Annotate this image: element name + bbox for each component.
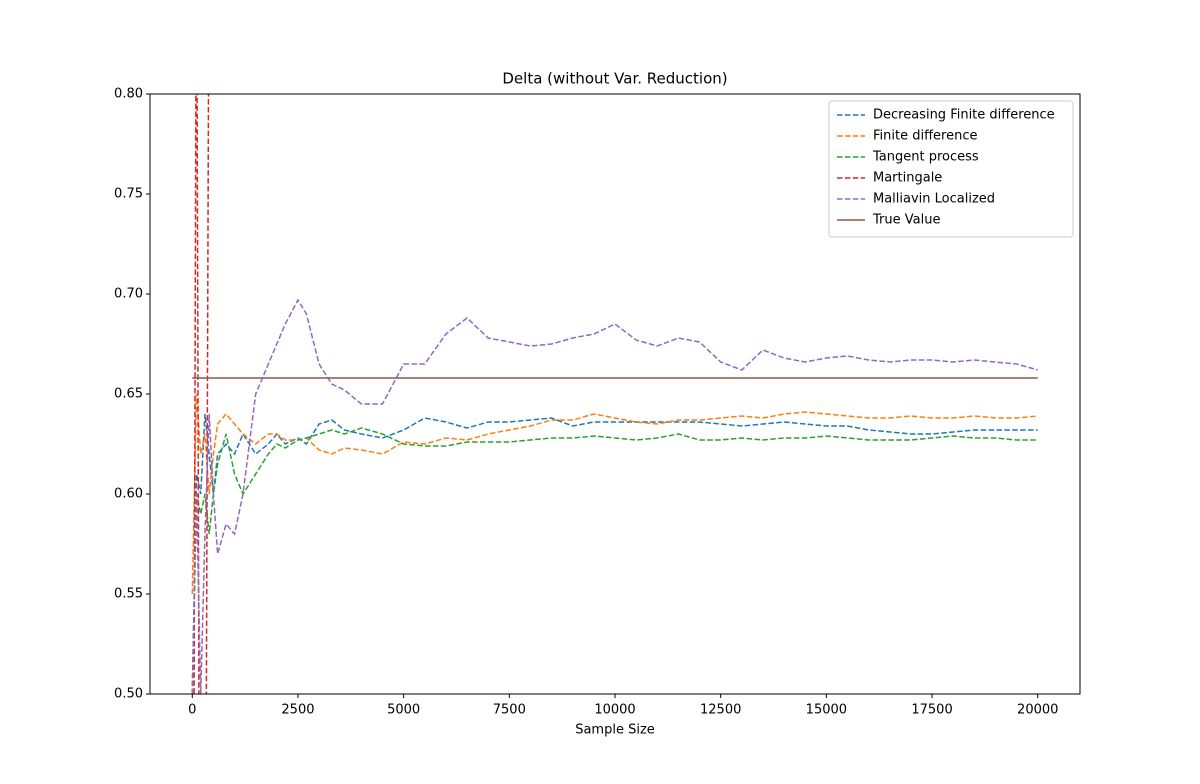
chart-title: Delta (without Var. Reduction): [502, 70, 727, 88]
x-tick-label: 5000: [387, 703, 420, 718]
series-line: [191, 427, 1038, 694]
x-axis-label: Sample Size: [575, 723, 655, 738]
y-tick-label: 0.75: [114, 187, 143, 202]
x-tick-label: 15000: [806, 703, 847, 718]
legend-box: [828, 100, 1074, 238]
series-line: [191, 393, 1038, 595]
x-tick-label: 0: [188, 703, 196, 718]
plot-area: [191, 94, 1038, 694]
x-tick-label: 10000: [594, 703, 635, 718]
series-line: [191, 413, 1038, 694]
y-tick-label: 0.80: [114, 87, 143, 102]
y-tick-label: 0.55: [114, 587, 143, 602]
x-tick-label: 7500: [493, 703, 526, 718]
y-tick-label: 0.65: [114, 387, 143, 402]
y-tick-label: 0.50: [114, 687, 143, 702]
legend-label: True Value: [872, 213, 940, 228]
legend-label: Martingale: [873, 171, 942, 186]
x-tick-label: 20000: [1017, 703, 1058, 718]
x-tick-label: 12500: [700, 703, 741, 718]
legend-label: Tangent process: [872, 150, 979, 165]
x-tick-label: 17500: [911, 703, 952, 718]
y-tick-label: 0.60: [114, 487, 143, 502]
legend-label: Finite difference: [873, 129, 977, 144]
series-line: [191, 298, 1038, 694]
legend-label: Decreasing Finite difference: [873, 108, 1055, 123]
x-tick-label: 2500: [281, 703, 314, 718]
legend-label: Malliavin Localized: [873, 192, 995, 207]
y-tick-label: 0.70: [114, 287, 143, 302]
